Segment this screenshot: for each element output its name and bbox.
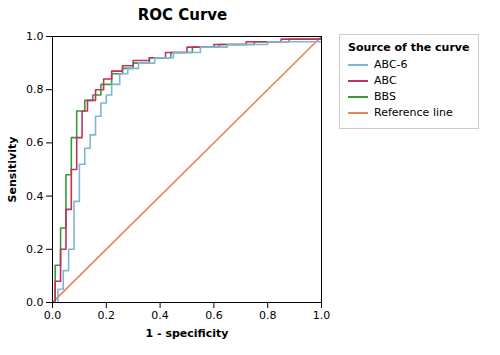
svg-text:0.2: 0.2 xyxy=(98,309,116,322)
svg-text:0.6: 0.6 xyxy=(26,136,44,149)
html-text:BBS: BBS xyxy=(374,90,396,103)
svg-text:0.0: 0.0 xyxy=(26,296,44,309)
svg-text:0.6: 0.6 xyxy=(205,309,223,322)
html-text:ABC-6: ABC-6 xyxy=(374,58,408,71)
svg-text:0.4: 0.4 xyxy=(151,309,169,322)
svg-text:0.8: 0.8 xyxy=(259,309,277,322)
html-text:Reference line: Reference line xyxy=(374,106,453,119)
svg-text:1 - specificity: 1 - specificity xyxy=(146,327,229,340)
svg-text:0.0: 0.0 xyxy=(44,309,62,322)
svg-text:0.2: 0.2 xyxy=(26,243,44,256)
svg-text:Sensitivity: Sensitivity xyxy=(6,137,19,203)
html-text:ABC: ABC xyxy=(374,74,397,87)
html-text:ROC Curve: ROC Curve xyxy=(137,6,228,24)
html-text:Source of the curve: Source of the curve xyxy=(348,41,470,54)
svg-text:0.8: 0.8 xyxy=(26,83,44,96)
svg-text:1.0: 1.0 xyxy=(26,30,44,43)
svg-text:1.0: 1.0 xyxy=(313,309,331,322)
svg-text:0.4: 0.4 xyxy=(26,190,44,203)
